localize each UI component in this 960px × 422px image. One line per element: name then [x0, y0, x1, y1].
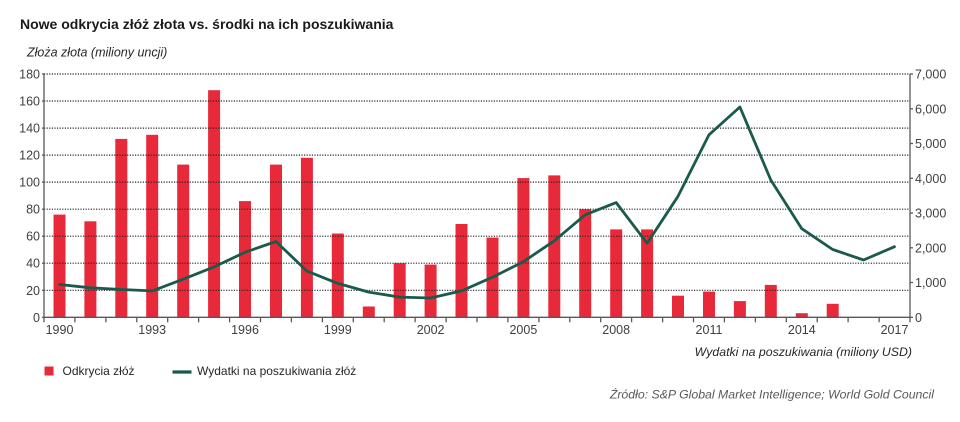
svg-text:Nowe odkrycia złóż złota vs. ś: Nowe odkrycia złóż złota vs. środki na i…: [20, 16, 394, 32]
svg-text:0: 0: [33, 311, 40, 325]
svg-text:100: 100: [19, 176, 40, 190]
svg-text:2017: 2017: [881, 323, 909, 337]
svg-text:80: 80: [26, 203, 40, 217]
svg-text:Złoża złota (miliony uncji): Złoża złota (miliony uncji): [26, 46, 167, 60]
svg-text:Odkrycia złóż: Odkrycia złóż: [63, 364, 135, 378]
svg-text:180: 180: [19, 68, 40, 82]
svg-text:1999: 1999: [324, 323, 352, 337]
svg-text:40: 40: [26, 257, 40, 271]
svg-text:2008: 2008: [602, 323, 630, 337]
svg-text:7,000: 7,000: [915, 68, 946, 82]
svg-text:2002: 2002: [417, 323, 445, 337]
svg-text:5,000: 5,000: [915, 137, 946, 151]
svg-text:0: 0: [915, 311, 922, 325]
svg-text:1,000: 1,000: [915, 276, 946, 290]
svg-text:6,000: 6,000: [915, 102, 946, 116]
svg-text:2005: 2005: [509, 323, 537, 337]
svg-text:3,000: 3,000: [915, 207, 946, 221]
svg-text:2,000: 2,000: [915, 241, 946, 255]
svg-text:1993: 1993: [138, 323, 166, 337]
svg-text:2014: 2014: [788, 323, 816, 337]
svg-text:4,000: 4,000: [915, 172, 946, 186]
svg-text:20: 20: [26, 284, 40, 298]
svg-text:120: 120: [19, 149, 40, 163]
svg-text:1996: 1996: [231, 323, 259, 337]
svg-text:2011: 2011: [696, 323, 723, 337]
svg-text:Źródło: S&P Global Market Inte: Źródło: S&P Global Market Intelligence; …: [609, 387, 935, 402]
svg-text:Wydatki na poszukiwania złóż: Wydatki na poszukiwania złóż: [197, 364, 356, 378]
svg-text:Wydatki na poszukiwania (milio: Wydatki na poszukiwania (miliony USD): [695, 345, 912, 359]
svg-text:1990: 1990: [46, 323, 74, 337]
svg-text:140: 140: [19, 122, 40, 136]
svg-text:60: 60: [26, 230, 40, 244]
svg-text:160: 160: [19, 95, 40, 109]
